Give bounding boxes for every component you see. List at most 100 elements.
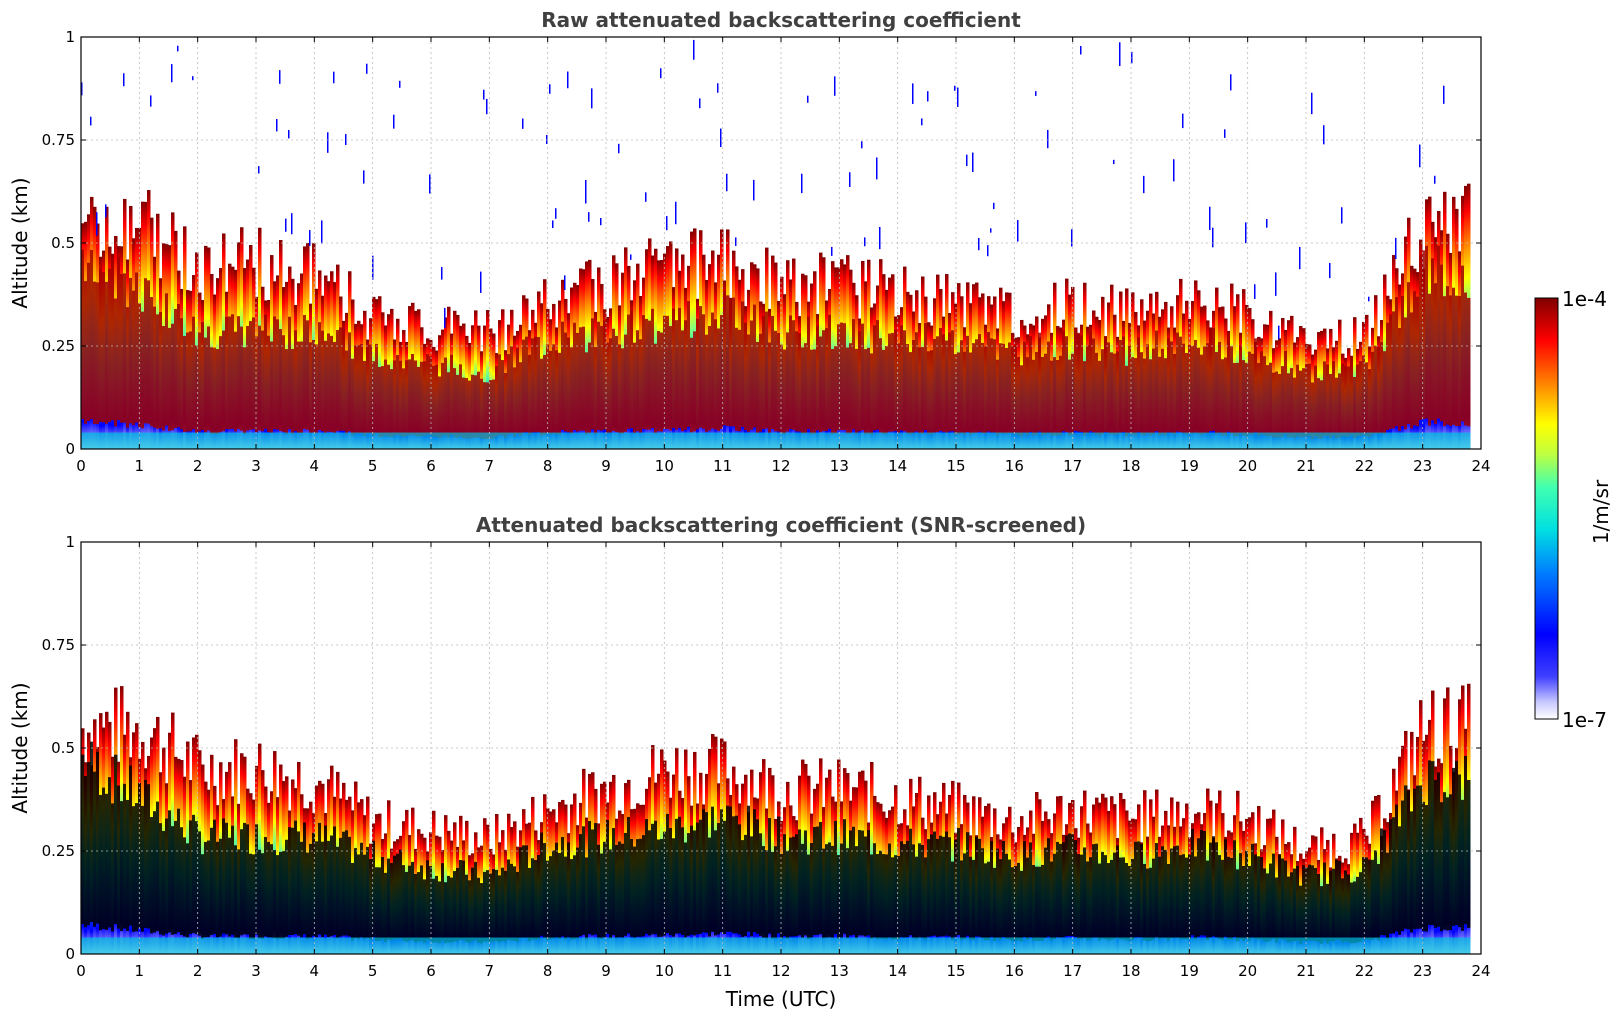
- heatmap-surface: [579, 937, 583, 954]
- heatmap-core: [261, 330, 265, 432]
- heatmap-surface: [987, 432, 991, 449]
- heatmap-surface: [798, 937, 802, 954]
- heatmap-core: [1098, 863, 1102, 941]
- heatmap-surface: [1098, 937, 1102, 954]
- heatmap-core: [156, 314, 160, 429]
- heatmap-surface: [1308, 432, 1312, 449]
- heatmap-surface: [903, 937, 907, 954]
- heatmap-surface: [657, 432, 661, 449]
- heatmap-surface: [321, 937, 325, 954]
- heatmap-surface: [540, 937, 544, 954]
- heatmap-core: [1005, 347, 1009, 434]
- heatmap-core: [867, 829, 871, 936]
- heatmap-core: [327, 333, 331, 432]
- heatmap-surface: [1263, 937, 1267, 954]
- noise-speckle: [309, 230, 311, 246]
- heatmap-surface: [591, 432, 595, 449]
- heatmap-core: [549, 350, 553, 435]
- heatmap-surface: [1368, 937, 1372, 954]
- colorbar-max-label: 1e-4: [1562, 287, 1607, 311]
- heatmap-surface: [138, 937, 142, 954]
- heatmap-core: [669, 326, 673, 431]
- heatmap-core: [1335, 859, 1339, 940]
- heatmap-surface: [1338, 937, 1342, 954]
- heatmap-core: [786, 332, 790, 432]
- heatmap-surface: [129, 432, 133, 449]
- heatmap-core: [1461, 799, 1465, 931]
- heatmap-core: [963, 351, 967, 435]
- heatmap-surface: [1071, 937, 1075, 954]
- heatmap-surface: [873, 937, 877, 954]
- heatmap-surface: [564, 937, 568, 954]
- heatmap-core: [564, 856, 568, 940]
- heatmap-surface: [705, 937, 709, 954]
- heatmap-surface: [765, 432, 769, 449]
- x-tick-label: 14: [888, 457, 907, 475]
- heatmap-core: [909, 828, 913, 936]
- heatmap-core: [1059, 355, 1063, 436]
- heatmap-core: [444, 882, 448, 944]
- heatmap-core: [534, 336, 538, 433]
- heatmap-core: [1464, 292, 1468, 426]
- noise-speckle: [588, 212, 590, 222]
- heatmap-surface: [1428, 937, 1432, 954]
- heatmap-surface: [750, 432, 754, 449]
- heatmap-surface: [285, 937, 289, 954]
- heatmap-core: [1311, 382, 1315, 440]
- heatmap-surface: [1266, 937, 1270, 954]
- heatmap-surface: [270, 937, 274, 954]
- y-tick-label: 0.75: [42, 636, 75, 654]
- heatmap-core: [156, 801, 160, 932]
- x-tick-label: 15: [946, 962, 965, 980]
- heatmap-surface: [435, 937, 439, 954]
- heatmap-surface: [393, 432, 397, 449]
- heatmap-core: [816, 826, 820, 935]
- heatmap-surface: [99, 432, 103, 449]
- heatmap-core: [1296, 865, 1300, 941]
- noise-speckle: [735, 237, 737, 246]
- heatmap-core: [1242, 360, 1246, 436]
- heatmap-surface: [1419, 937, 1423, 954]
- heatmap-surface: [1251, 937, 1255, 954]
- heatmap-core: [504, 372, 508, 438]
- heatmap-surface: [1143, 432, 1147, 449]
- heatmap-surface: [858, 432, 862, 449]
- heatmap-core: [1296, 364, 1300, 437]
- heatmap-surface: [1326, 937, 1330, 954]
- heatmap-core: [1203, 830, 1207, 936]
- heatmap-core: [315, 344, 319, 434]
- heatmap-core: [483, 382, 487, 439]
- heatmap-core: [810, 843, 814, 938]
- heatmap-core: [795, 834, 799, 937]
- heatmap-surface: [912, 937, 916, 954]
- heatmap-surface: [1212, 937, 1216, 954]
- heatmap-core: [1122, 336, 1126, 433]
- heatmap-surface: [1413, 937, 1417, 954]
- heatmap-surface: [750, 937, 754, 954]
- heatmap-core: [516, 871, 520, 942]
- heatmap-surface: [954, 937, 958, 954]
- heatmap-surface: [969, 937, 973, 954]
- heatmap-surface: [996, 432, 1000, 449]
- heatmap-core: [159, 823, 163, 935]
- heatmap-surface: [1041, 937, 1045, 954]
- heatmap-core: [927, 839, 931, 937]
- heatmap-core: [366, 846, 370, 938]
- heatmap-core: [336, 330, 340, 432]
- heatmap-surface: [195, 432, 199, 449]
- heatmap-surface: [849, 432, 853, 449]
- heatmap-core: [1035, 866, 1039, 941]
- heatmap-core: [315, 841, 319, 938]
- heatmap-surface: [1263, 432, 1267, 449]
- heatmap-core: [1275, 371, 1279, 438]
- heatmap-core: [327, 840, 331, 938]
- heatmap-surface: [1218, 937, 1222, 954]
- heatmap-core: [888, 333, 892, 432]
- heatmap-surface: [1215, 937, 1219, 954]
- heatmap-core: [1416, 785, 1420, 929]
- heatmap-core: [744, 834, 748, 937]
- heatmap-surface: [915, 937, 919, 954]
- heatmap-core: [1149, 359, 1153, 436]
- heatmap-core: [1242, 865, 1246, 941]
- heatmap-core: [846, 848, 850, 939]
